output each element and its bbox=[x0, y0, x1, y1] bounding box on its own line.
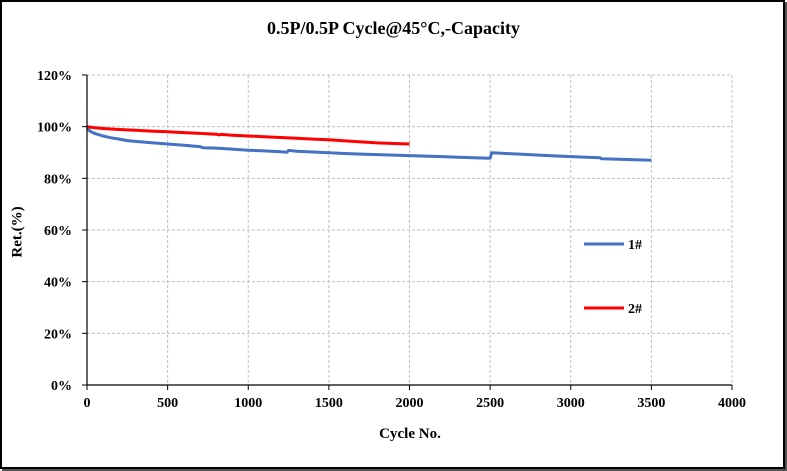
y-tick-label: 40% bbox=[44, 276, 72, 291]
tick-labels: 0 500 1000 1500 2000 2500 3000 3500 4000 0% 20% 40%… bbox=[37, 69, 746, 411]
x-tick-label: 3500 bbox=[637, 396, 665, 411]
axes bbox=[82, 74, 733, 390]
x-axis-title: Cycle No. bbox=[379, 426, 441, 442]
x-tick-label: 2500 bbox=[476, 396, 504, 411]
y-tick-label: 60% bbox=[44, 224, 72, 239]
y-tick-label: 120% bbox=[37, 69, 72, 84]
y-tick-label: 0% bbox=[51, 379, 72, 394]
y-tick-label: 20% bbox=[44, 327, 72, 342]
x-tick-label: 2000 bbox=[396, 396, 424, 411]
y-tick-label: 80% bbox=[44, 172, 72, 187]
legend-label-1: 1# bbox=[628, 238, 642, 253]
x-tick-label: 3000 bbox=[557, 396, 585, 411]
y-axis-title: Ret.(%) bbox=[9, 206, 26, 258]
x-tick-label: 4000 bbox=[718, 396, 746, 411]
series-line-1 bbox=[85, 126, 652, 162]
x-tick-label: 0 bbox=[84, 396, 91, 411]
gridlines bbox=[87, 74, 733, 385]
legend-label-2: 2# bbox=[628, 302, 642, 317]
legend: 1# 2# bbox=[584, 238, 642, 317]
x-tick-label: 500 bbox=[157, 396, 178, 411]
x-tick-label: 1000 bbox=[234, 396, 262, 411]
chart-title: 0.5P/0.5P Cycle@45°C,-Capacity bbox=[267, 18, 520, 38]
series-line-2 bbox=[86, 125, 410, 146]
y-tick-label: 100% bbox=[37, 121, 72, 136]
x-tick-label: 1500 bbox=[315, 396, 343, 411]
series-group bbox=[85, 125, 652, 162]
